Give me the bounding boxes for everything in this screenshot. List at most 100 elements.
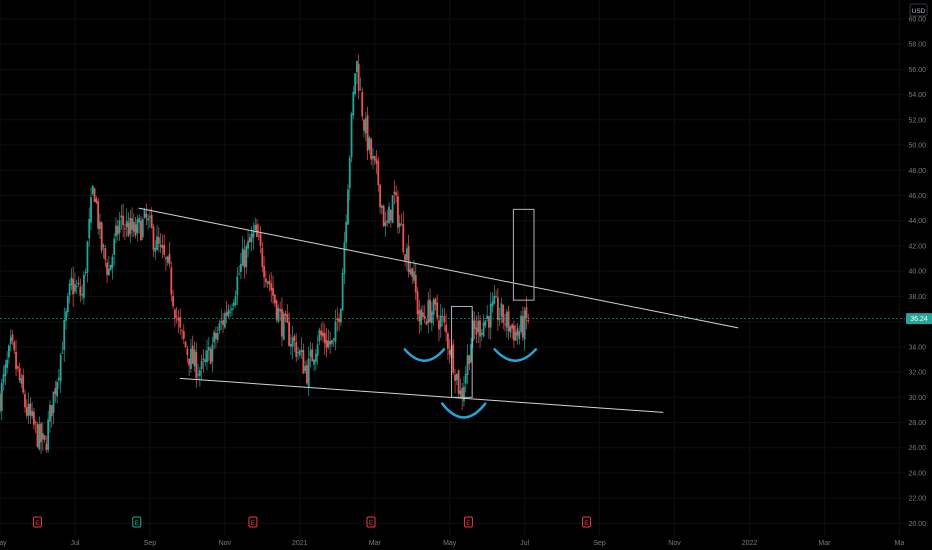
- candle-up: [83, 275, 85, 298]
- candle-down: [19, 368, 21, 380]
- candle-up: [138, 218, 140, 222]
- candle-up: [194, 350, 196, 367]
- candle-up: [217, 333, 219, 340]
- candle-up: [331, 340, 333, 344]
- candle-up: [490, 304, 492, 327]
- candle-down: [37, 424, 39, 447]
- candle-down: [311, 349, 313, 361]
- candle-down: [517, 329, 519, 336]
- candle-up: [299, 351, 301, 355]
- y-tick-label: 56.00: [908, 67, 926, 74]
- candle-down: [172, 296, 174, 306]
- candle-up: [224, 313, 226, 327]
- candle-down: [370, 139, 372, 160]
- candle-down: [408, 246, 410, 272]
- candle-down: [270, 284, 272, 291]
- candle-up: [349, 158, 351, 189]
- candle-up: [113, 239, 115, 255]
- candle-up: [493, 296, 495, 304]
- candle-down: [279, 309, 281, 311]
- candle-down: [203, 359, 205, 361]
- candle-down: [256, 224, 258, 236]
- candle-up: [392, 195, 394, 223]
- candle-down: [415, 275, 417, 292]
- candle-down: [495, 296, 497, 297]
- candle-down: [363, 120, 365, 131]
- candle-down: [402, 224, 404, 252]
- candle-down: [454, 375, 456, 381]
- candle-up: [31, 411, 33, 416]
- candle-down: [45, 444, 47, 450]
- candle-down: [78, 283, 80, 285]
- candle-up: [211, 345, 213, 362]
- candle-down: [447, 333, 449, 349]
- candle-up: [483, 323, 485, 337]
- candle-down: [192, 346, 194, 364]
- candle-down: [40, 424, 42, 443]
- candle-up: [60, 355, 62, 382]
- candle-up: [254, 225, 256, 230]
- x-tick-label: May: [0, 540, 7, 547]
- candle-down: [418, 310, 420, 321]
- candle-up: [524, 310, 526, 339]
- candle-down: [33, 412, 35, 425]
- candle-down: [468, 355, 470, 364]
- candle-down: [322, 332, 324, 336]
- candle-up: [65, 311, 67, 320]
- candle-up: [70, 277, 72, 285]
- candle-down: [320, 331, 322, 335]
- candle-up: [58, 378, 60, 380]
- candle-up: [133, 222, 135, 232]
- candle-up: [206, 350, 208, 362]
- candle-up: [190, 349, 192, 369]
- candle-up: [4, 364, 6, 376]
- y-tick-label: 22.00: [908, 496, 926, 503]
- candle-down: [261, 248, 263, 267]
- candle-up: [144, 210, 146, 218]
- candle-up: [229, 311, 231, 312]
- candle-down: [272, 288, 274, 296]
- candle-down: [0, 394, 1, 411]
- y-tick-label: 24.00: [908, 470, 926, 477]
- candle-up: [292, 337, 294, 346]
- candle-up: [290, 344, 292, 347]
- candle-up: [119, 220, 121, 232]
- candle-down: [169, 254, 171, 264]
- candle-down: [324, 333, 326, 343]
- price-axis[interactable]: 20.00 22.00 24.00 26.00 28.00 30.00 32.00 34.00…: [908, 16, 926, 527]
- candle-up: [90, 197, 92, 222]
- candle-down: [497, 297, 499, 320]
- y-tick-label: 30.00: [908, 395, 926, 402]
- y-tick-label: 28.00: [908, 420, 926, 427]
- candle-up: [235, 296, 237, 305]
- candle-up: [481, 333, 483, 335]
- y-tick-label: 58.00: [908, 42, 926, 49]
- x-tick-label: Nov: [668, 540, 681, 547]
- y-tick-label: 42.00: [908, 243, 926, 250]
- candle-up: [219, 323, 221, 331]
- candle-down: [438, 321, 440, 330]
- candle-up: [240, 264, 242, 272]
- candle-down: [461, 388, 463, 398]
- earnings-marker-label: E: [584, 520, 589, 527]
- candle-down: [393, 192, 395, 195]
- last-price-tag: 36.24: [906, 313, 932, 324]
- candle-up: [388, 207, 390, 224]
- candle-up: [354, 73, 356, 94]
- candle-down: [285, 314, 287, 316]
- candle-up: [69, 284, 71, 296]
- candle-down: [24, 394, 26, 407]
- candle-down: [435, 299, 437, 305]
- x-tick-label: Sep: [144, 540, 157, 547]
- y-tick-label: 26.00: [908, 445, 926, 452]
- candle-up: [63, 320, 65, 350]
- candle-up: [335, 322, 337, 342]
- candle-down: [511, 325, 513, 329]
- candle-down: [174, 310, 176, 319]
- candle-down: [476, 327, 478, 334]
- candle-up: [345, 222, 347, 243]
- candle-up: [463, 387, 465, 402]
- candle-down: [249, 237, 251, 242]
- candle-down: [195, 352, 197, 378]
